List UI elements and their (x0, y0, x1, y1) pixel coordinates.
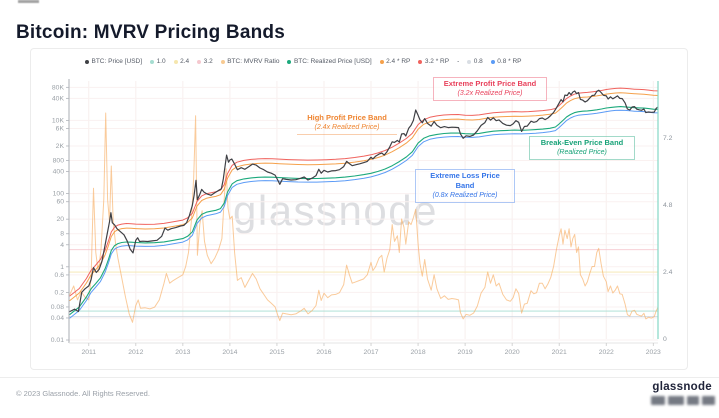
legend-label: BTC: Price [USD] (91, 58, 143, 65)
annotation-title: High Profit Price Band (307, 113, 387, 122)
legend-item-0.8-rp[interactable]: 0.8 * RP (490, 58, 522, 65)
copyright-text: © 2023 Glassnode. All Rights Reserved. (16, 389, 150, 398)
annotation-break-even: Break-Even Price Band (Realized Price) (529, 136, 635, 160)
legend-label: 0.8 * RP (497, 58, 522, 65)
legend-item-0.8[interactable]: 0.8 (467, 58, 483, 65)
x-axis-label: 2014 (222, 349, 237, 356)
legend-label: 1.0 (156, 58, 166, 65)
annotation-title: Extreme Loss Price Band (430, 171, 500, 190)
annotation-subtitle: (0.8x Realized Price) (432, 191, 498, 199)
right-axis-label: 0 (663, 336, 667, 343)
x-axis-label: 2018 (411, 349, 426, 356)
series-btc-realized-price-usd- (69, 106, 658, 315)
legend-swatch (418, 59, 423, 64)
left-axis-label: 100 (53, 191, 65, 198)
chart-card: BTC: Price [USD] 1.0 2.4 3.2 BTC: MVRV Ratio… (30, 48, 688, 370)
x-axis-label: 2015 (269, 349, 284, 356)
legend-label: 3.2 * RP (424, 58, 450, 65)
glassnode-logo: glassnode (652, 381, 712, 393)
annotation-subtitle: (3.2x Realized Price) (457, 89, 523, 97)
top-edge-artifact (18, 0, 39, 3)
legend-swatch (85, 59, 89, 64)
annotation-subtitle: (2.4x Realized Price) (314, 123, 380, 131)
legend-swatch (220, 59, 225, 64)
legend-swatch (150, 59, 155, 64)
left-axis-label: 0.04 (51, 315, 64, 322)
left-axis-label: 0.08 (51, 304, 64, 311)
legend-swatch (287, 59, 292, 64)
legend-item-3.2[interactable]: 3.2 (197, 58, 213, 65)
left-axis-label: 8 (60, 231, 64, 238)
glassnode-watermark: glassnode (233, 187, 438, 234)
left-axis-label: 0.01 (51, 337, 64, 344)
series-btc-mvrv-ratio (69, 112, 658, 323)
chart-legend: BTC: Price [USD] 1.0 2.4 3.2 BTC: MVRV Ratio… (85, 58, 522, 65)
legend-item-btc-realized-price-usd-[interactable]: BTC: Realized Price [USD] (287, 58, 372, 65)
left-axis-label: 60 (56, 199, 64, 206)
legend-label: - (457, 58, 460, 65)
right-axis-label: 2.4 (663, 269, 673, 276)
left-axis-label: 20 (56, 216, 64, 223)
page-title: Bitcoin: MVRV Pricing Bands (16, 21, 285, 43)
x-axis-label: 2013 (175, 349, 190, 356)
x-axis-label: 2017 (363, 349, 378, 356)
legend-item-3.2-rp[interactable]: 3.2 * RP (418, 58, 449, 65)
x-axis-label: 2019 (458, 349, 473, 356)
footer-divider (0, 377, 719, 378)
x-axis-label: 2022 (599, 349, 614, 356)
series-3.2-rp (69, 87, 658, 297)
left-axis-label: 0.6 (55, 272, 65, 279)
x-axis-label: 2016 (316, 349, 331, 356)
legend-item-2.4-rp[interactable]: 2.4 * RP (379, 58, 411, 65)
legend-label: 0.8 (473, 58, 483, 65)
left-axis-label: 80K (52, 84, 65, 91)
annotation-subtitle: (Realized Price) (557, 148, 607, 156)
annotation-title: Break-Even Price Band (540, 138, 624, 147)
left-axis-label: 10K (52, 117, 65, 124)
legend-swatch (467, 59, 472, 64)
legend-swatch (379, 59, 384, 64)
site-watermark (651, 392, 715, 408)
chart-area: glassnode 80K 40K 10K 6K 2K 800 400 100 60 20 8 4 1 0… (31, 49, 689, 371)
legend-label: 2.4 * RP (386, 58, 411, 65)
legend-item-btc-mvrv-ratio[interactable]: BTC: MVRV Ratio (220, 58, 280, 65)
annotation-extreme-loss: Extreme Loss Price Band (0.8x Realized Pr… (415, 169, 515, 203)
legend-swatch (197, 59, 202, 64)
x-axis-label: 2012 (128, 349, 143, 356)
legend-label: BTC: Realized Price [USD] (293, 58, 372, 65)
x-axis-label: 2011 (81, 349, 96, 356)
legend-item-1.0[interactable]: 1.0 (150, 58, 166, 65)
legend-label: 3.2 (203, 58, 213, 65)
left-axis-label: 4 (60, 242, 64, 249)
series-btc-price-usd- (69, 89, 658, 313)
legend-item--[interactable]: - (457, 58, 459, 65)
legend-swatch (490, 59, 495, 64)
annotation-title: Extreme Profit Price Band (443, 79, 537, 88)
annotation-high-profit: High Profit Price Band (2.4x Realized Pri… (297, 112, 397, 135)
legend-label: 2.4 (180, 58, 190, 65)
left-axis-label: 800 (53, 158, 65, 165)
right-axis-label: 7.2 (663, 135, 673, 142)
left-axis-label: 0.2 (55, 289, 65, 296)
legend-label: BTC: MVRV Ratio (227, 58, 280, 65)
left-axis-label: 400 (53, 169, 65, 176)
left-axis-label: 2K (56, 143, 65, 150)
x-axis-label: 2020 (505, 349, 520, 356)
left-axis-label: 40K (52, 95, 65, 102)
legend-swatch (173, 59, 178, 64)
series-0.8-rp (69, 109, 658, 319)
x-axis-label: 2023 (646, 349, 661, 356)
series-2.4-rp (69, 92, 658, 301)
legend-item-2.4[interactable]: 2.4 (173, 58, 190, 65)
left-axis-label: 1 (60, 264, 64, 271)
annotation-extreme-profit: Extreme Profit Price Band (3.2x Realized … (433, 77, 547, 101)
x-axis-label: 2021 (552, 349, 567, 356)
left-axis-label: 6K (56, 126, 65, 133)
legend-item-btc-price-usd-[interactable]: BTC: Price [USD] (85, 58, 142, 65)
right-axis-label: 4.8 (663, 202, 673, 209)
